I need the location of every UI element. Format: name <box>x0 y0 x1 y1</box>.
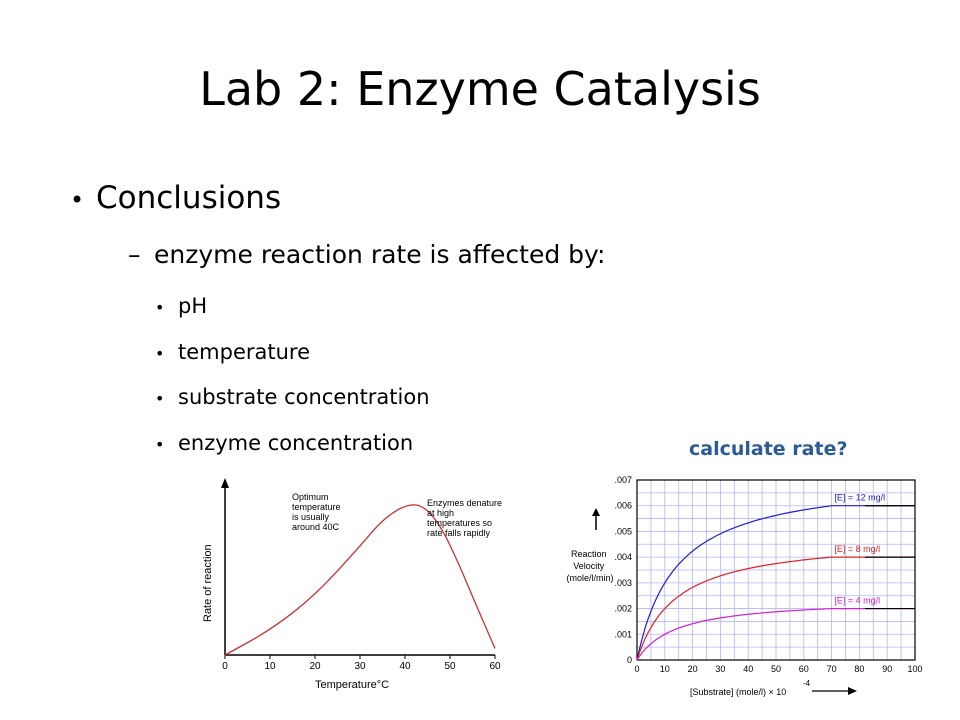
y-axis-label: Reaction Velocity (mole/l/min) <box>566 549 613 583</box>
y-axis-arrow-icon <box>221 478 229 488</box>
sub-bullet-text: enzyme reaction rate is affected by: <box>154 240 606 269</box>
slide-title: Lab 2: Enzyme Catalysis <box>199 62 761 116</box>
list-item-text: substrate concentration <box>178 385 430 409</box>
bullet-dot-icon: • <box>155 434 165 454</box>
series-line <box>636 505 915 661</box>
series-label: [E] = 4 mg/l <box>834 596 880 606</box>
list-item: • enzyme concentration <box>155 431 413 455</box>
temperature-rate-chart: Rate of reaction 0 10 20 30 40 50 60 Temperatu… <box>202 478 505 691</box>
x-tick-label: 0 <box>222 661 228 672</box>
series-label: [E] = 12 mg/l <box>834 493 885 503</box>
series-line <box>636 556 915 661</box>
series-line <box>636 608 915 661</box>
x-tick-label: 50 <box>444 661 456 672</box>
x-axis-label: [Substrate] (mole/l) × 10 <box>690 687 786 697</box>
bullet-dot-icon: • <box>155 343 165 363</box>
x-tick-label: 90 <box>882 664 892 674</box>
y-tick-label: .006 <box>614 501 632 511</box>
x-tick-label: 40 <box>399 661 411 672</box>
x-tick-label: 20 <box>688 664 698 674</box>
substrate-velocity-chart: Reaction Velocity (mole/l/min) [E] = 12 … <box>566 475 922 697</box>
series-label: [E] = 8 mg/l <box>834 544 880 554</box>
bullet-dot-icon: • <box>70 185 85 214</box>
y-tick-label: .001 <box>614 629 632 639</box>
annotation-optimum: Optimum temperature is usually around 40… <box>292 492 343 532</box>
sub-bullet-rate: – enzyme reaction rate is affected by: <box>128 240 605 269</box>
y-axis-label: Rate of reaction <box>202 544 214 622</box>
x-arrow-icon <box>848 687 857 695</box>
x-tick-label: 100 <box>907 664 922 674</box>
list-item: • pH <box>155 294 207 318</box>
x-tick-label: 80 <box>854 664 864 674</box>
bullet-dot-icon: • <box>155 297 165 317</box>
x-tick-label: 70 <box>827 664 837 674</box>
x-tick-label: 0 <box>634 664 639 674</box>
list-item: • substrate concentration <box>155 385 430 409</box>
bullet-conclusions: • Conclusions <box>70 180 281 216</box>
x-tick-label: 30 <box>715 664 725 674</box>
callout-calculate-rate: calculate rate? <box>689 438 848 460</box>
x-tick-label: 50 <box>771 664 781 674</box>
list-item-text: temperature <box>178 340 310 364</box>
y-tick-label: .004 <box>614 552 632 562</box>
list-item-text: pH <box>178 294 208 318</box>
x-tick-label: 10 <box>264 661 276 672</box>
y-tick-label: 0 <box>627 655 632 665</box>
annotation-denature: Enzymes denature at high temperatures so… <box>427 498 505 538</box>
exponent-label: -4 <box>803 679 811 688</box>
x-tick-label: 60 <box>799 664 809 674</box>
dash-icon: – <box>128 240 141 269</box>
x-tick-label: 40 <box>743 664 753 674</box>
list-item-text: enzyme concentration <box>178 431 414 455</box>
x-tick-label: 60 <box>489 661 501 672</box>
x-axis-label: Temperature°C <box>315 679 389 691</box>
y-tick-label: .002 <box>614 604 632 614</box>
bullet-text: Conclusions <box>96 180 282 216</box>
x-tick-label: 30 <box>354 661 366 672</box>
x-tick-label: 20 <box>309 661 321 672</box>
y-tick-label: .007 <box>614 475 632 485</box>
velocity-arrow-icon <box>592 508 600 516</box>
list-item: • temperature <box>155 340 310 364</box>
x-tick-label: 10 <box>660 664 670 674</box>
bullet-dot-icon: • <box>155 388 165 408</box>
y-tick-label: .003 <box>614 578 632 588</box>
plot-frame <box>636 479 916 661</box>
y-tick-label: .005 <box>614 526 632 536</box>
series-line <box>224 504 496 656</box>
